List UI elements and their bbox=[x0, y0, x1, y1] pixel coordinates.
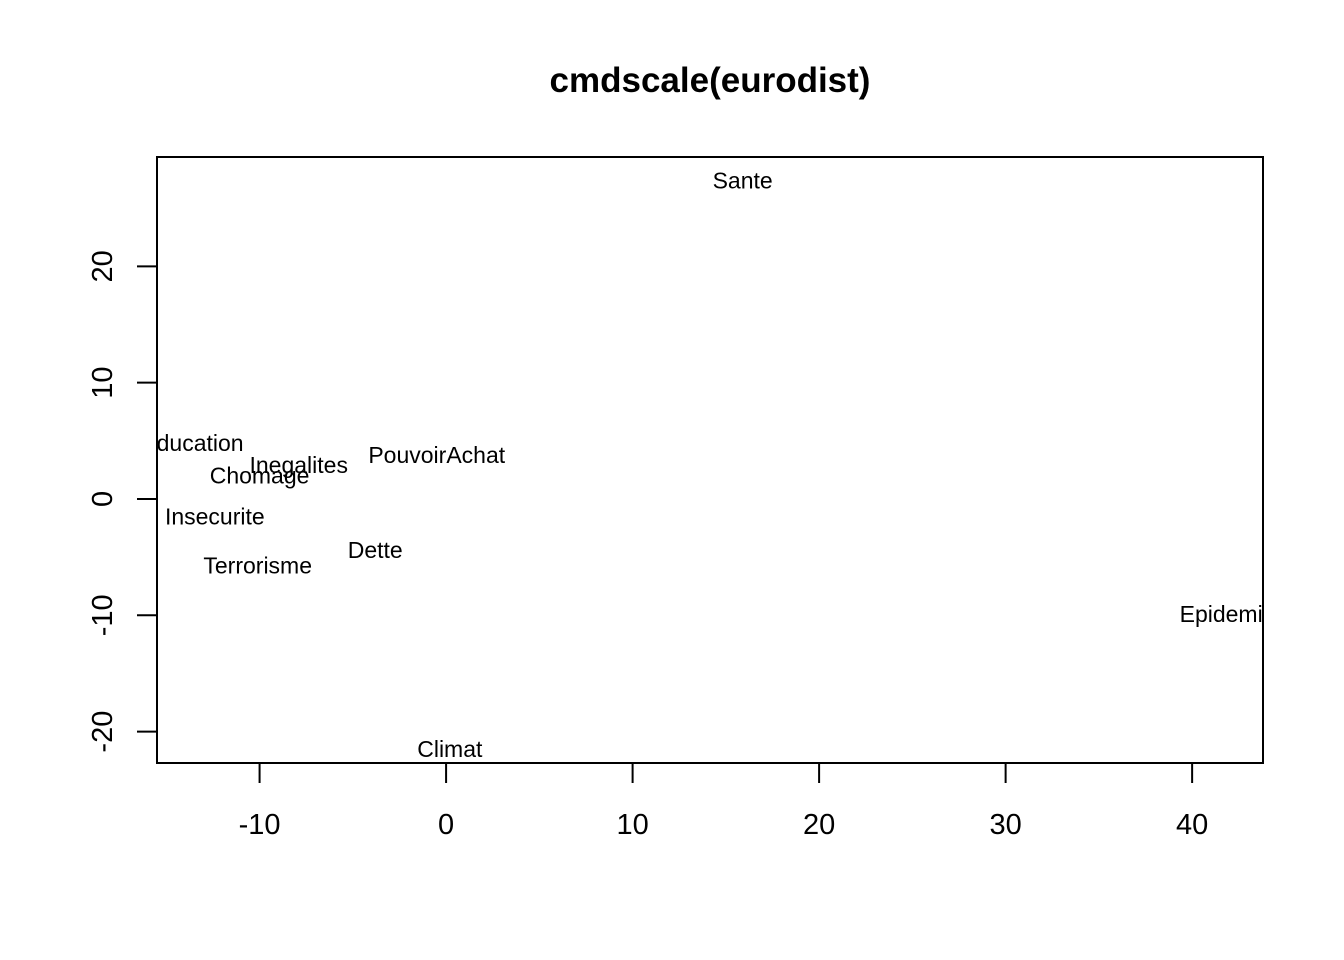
point-label: Climat bbox=[417, 736, 483, 762]
x-tick-label: 10 bbox=[616, 809, 648, 841]
point-label: Dette bbox=[348, 537, 403, 563]
x-tick-label: 20 bbox=[803, 809, 835, 841]
x-tick-label: 30 bbox=[989, 809, 1021, 841]
point-label: PouvoirAchat bbox=[368, 442, 505, 468]
x-axis: -10 0 10 20 30 40 bbox=[239, 762, 1208, 841]
point-label: Education bbox=[141, 430, 243, 456]
point-label: Sante bbox=[713, 167, 773, 193]
y-axis: -20 -10 0 10 20 bbox=[87, 250, 158, 753]
point-labels: Sante Education Inegalites PouvoirAchat Chom… bbox=[141, 167, 1276, 762]
point-label: Inegalites bbox=[250, 452, 348, 478]
y-tick-label: -20 bbox=[87, 711, 119, 753]
point-label: Chomage bbox=[210, 463, 310, 489]
point-label: Insecurite bbox=[165, 503, 265, 529]
point-label: Epidemie bbox=[1180, 601, 1276, 627]
point-label: Terrorisme bbox=[203, 552, 312, 578]
x-tick-label: 40 bbox=[1176, 809, 1208, 841]
y-tick-label: -10 bbox=[87, 594, 119, 636]
x-tick-label: 0 bbox=[438, 809, 454, 841]
y-tick-label: 20 bbox=[87, 250, 119, 282]
y-tick-label: 10 bbox=[87, 367, 119, 399]
y-tick-label: 0 bbox=[87, 491, 119, 507]
chart-title: cmdscale(eurodist) bbox=[550, 61, 871, 100]
x-tick-label: -10 bbox=[239, 809, 281, 841]
